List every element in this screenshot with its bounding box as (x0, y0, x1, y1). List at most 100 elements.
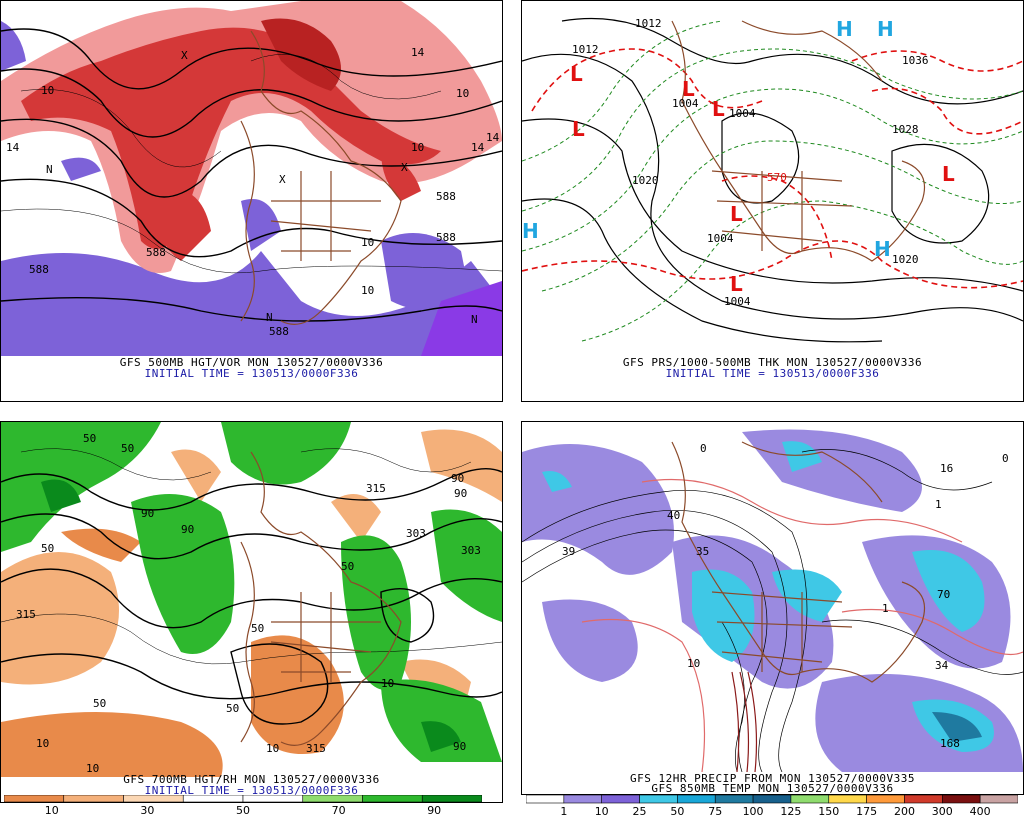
contour-label: 10 (456, 87, 469, 100)
scale-tick-label: 10 (594, 805, 609, 818)
scale-swatch (242, 795, 304, 803)
rh-scale-swatches (4, 795, 482, 803)
contour-label: 588 (436, 231, 456, 244)
precip-scale-swatches (526, 795, 1018, 804)
panel-precip-850mb-temp: 39 40 35 10 16 1 70 34 168 0 0 1 GFS 12H… (521, 421, 1024, 795)
panel-caption: GFS 500MB HGT/VOR MON 130527/0000V336 (119, 356, 384, 369)
isobar-label: 1012 (635, 17, 662, 30)
low-pressure-marker: L (942, 162, 955, 186)
scale-tick-label: 200 (893, 805, 915, 818)
contour-label: X (181, 49, 188, 62)
contour-label: 50 (251, 622, 264, 635)
scale-swatch (979, 795, 1018, 804)
contour-label: 50 (93, 697, 106, 710)
scale-swatch (714, 795, 754, 804)
contour-label: X (279, 173, 286, 186)
isobar-label: 1004 (724, 295, 751, 308)
isobar-label: 1028 (892, 123, 919, 136)
contour-label: 14 (471, 141, 485, 154)
scale-tick-label: 30 (140, 804, 155, 817)
isobar-label: 1004 (672, 97, 699, 110)
low-pressure-marker: L (730, 202, 743, 226)
scale-tick-label: 75 (708, 805, 723, 818)
temp-label: 0 (700, 442, 707, 455)
panel-init-time: INITIAL TIME = 130513/0000F336 (665, 367, 880, 380)
panel-init-time: INITIAL TIME = 130513/0000F336 (144, 367, 359, 380)
temp-label: 34 (935, 659, 949, 672)
scale-swatch (4, 795, 65, 803)
scale-tick-label: 25 (632, 805, 647, 818)
scale-swatch (790, 795, 830, 804)
scale-swatch (63, 795, 124, 803)
contour-label: 50 (226, 702, 239, 715)
contour-label: N (471, 313, 478, 326)
precip-map: 39 40 35 10 16 1 70 34 168 0 0 1 (522, 422, 1023, 772)
contour-label: 315 (16, 608, 36, 621)
temp-label: 0 (1002, 452, 1009, 465)
rh-map: 50 50 90 90 315 315 303 90 50 90 303 50 … (1, 422, 502, 777)
isobar-label: 1004 (707, 232, 734, 245)
scale-tick-label: 125 (780, 805, 802, 818)
low-pressure-marker: L (712, 97, 725, 121)
high-pressure-marker: H (836, 17, 853, 41)
scale-swatch (302, 795, 363, 803)
rh-color-scale: 10 30 50 70 90 (4, 795, 482, 825)
isobar-label: 1020 (632, 174, 659, 187)
isobar-label: 1020 (892, 253, 919, 266)
temp-label: 70 (937, 588, 950, 601)
temp-label: 39 (562, 545, 575, 558)
scale-tick-label: 50 (236, 804, 250, 817)
scale-swatch (563, 795, 602, 804)
scale-swatch (828, 795, 867, 804)
low-pressure-marker: L (682, 77, 695, 101)
panel-700mb-rh: 50 50 90 90 315 315 303 90 50 90 303 50 … (0, 421, 503, 803)
contour-label: 10 (411, 141, 424, 154)
panel-500mb-vorticity: 10 14 588 588 14 10 588 N X X X 14 10 58… (0, 0, 503, 402)
temp-label: 16 (940, 462, 953, 475)
temp-label: 35 (696, 545, 709, 558)
contour-label: 50 (83, 432, 96, 445)
vorticity-map: 10 14 588 588 14 10 588 N X X X 14 10 58… (1, 1, 502, 356)
contour-label: 14 (486, 131, 500, 144)
isobar-label: 1004 (729, 107, 756, 120)
contour-label: 90 (453, 740, 466, 753)
scale-swatch (942, 795, 981, 804)
contour-label: 90 (141, 507, 154, 520)
scale-tick-label: 400 (969, 805, 991, 818)
high-pressure-marker: H (522, 219, 539, 243)
scale-swatch (601, 795, 640, 804)
contour-label: 303 (461, 544, 481, 557)
contour-label: 90 (451, 472, 464, 485)
contour-label: 10 (361, 236, 374, 249)
contour-label: 14 (6, 141, 20, 154)
scale-tick-label: 90 (427, 804, 442, 817)
panel-caption: GFS PRS/1000-500MB THK MON 130527/0000V3… (622, 356, 923, 369)
pressure-map: 1012 1012 1004 1004 1020 1004 1004 1020 … (522, 1, 1023, 356)
temp-label: 40 (667, 509, 680, 522)
contour-label: 10 (361, 284, 374, 297)
scale-tick-label: 150 (818, 805, 840, 818)
panel-caption: GFS 12HR PRECIP FROM MON 130527/0000V335 (630, 772, 915, 785)
temp-label: 1 (935, 498, 942, 511)
scale-tick-label: 70 (331, 804, 346, 817)
low-pressure-marker: L (572, 117, 585, 141)
contour-label: 50 (41, 542, 54, 555)
precip-color-scale: 1 10 25 50 75 100 125 150 175 200 300 400 (526, 795, 1018, 825)
contour-label: 588 (436, 190, 456, 203)
isobar-label: 1036 (902, 54, 929, 67)
isobar-label: 1012 (572, 43, 599, 56)
low-pressure-marker: L (730, 272, 743, 296)
temp-label: 10 (687, 657, 700, 670)
contour-label: 10 (41, 84, 54, 97)
panel-pressure-thickness: 1012 1012 1004 1004 1020 1004 1004 1020 … (521, 0, 1024, 402)
contour-label: 303 (406, 527, 426, 540)
scale-swatch (421, 795, 482, 803)
scale-tick-label: 100 (742, 805, 764, 818)
scale-swatch (362, 795, 423, 803)
scale-tick-label: 1 (560, 805, 568, 818)
panel-init-time: INITIAL TIME = 130513/0000F336 (144, 784, 359, 797)
contour-label: 10 (381, 677, 394, 690)
contour-label: 90 (454, 487, 467, 500)
contour-label: 588 (29, 263, 49, 276)
thickness-label: 570 (767, 171, 787, 184)
